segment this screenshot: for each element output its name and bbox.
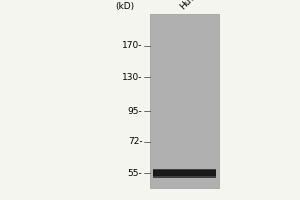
Bar [153, 168, 216, 170]
Text: 170-: 170- [122, 42, 142, 50]
Text: 72-: 72- [128, 138, 142, 146]
Text: 95-: 95- [128, 106, 142, 116]
Text: HuvEc: HuvEc [178, 0, 205, 11]
Text: 130-: 130- [122, 72, 142, 82]
Text: 55-: 55- [128, 168, 142, 178]
Text: (kD): (kD) [115, 2, 134, 11]
Bar [150, 14, 219, 188]
Bar [153, 168, 216, 178]
Bar [153, 176, 216, 178]
